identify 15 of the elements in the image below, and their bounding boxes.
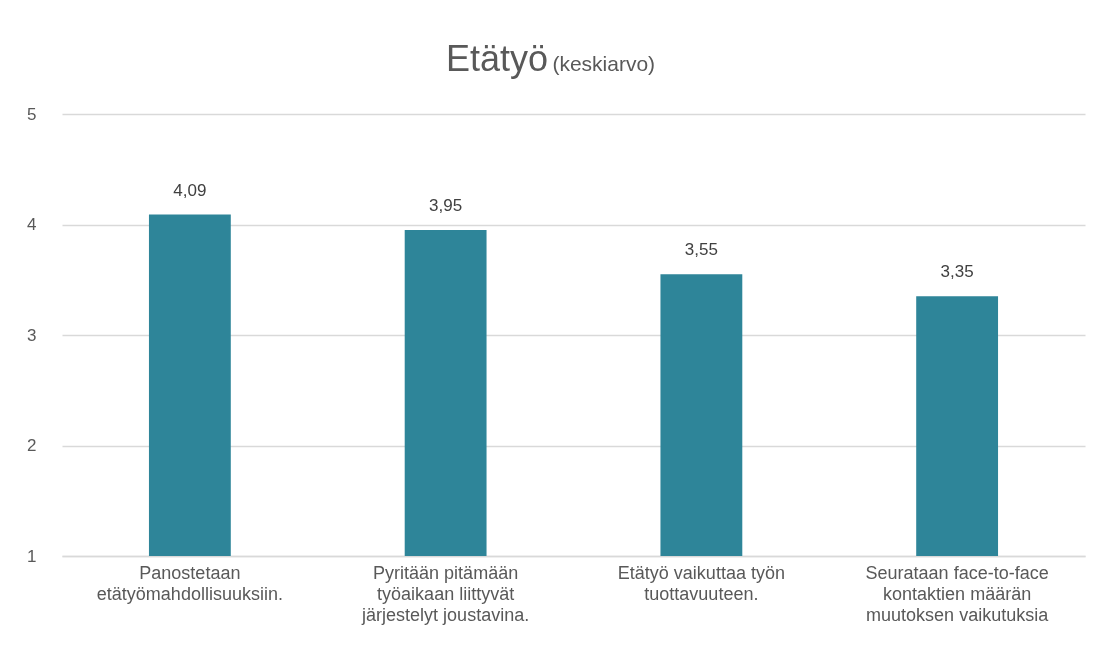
x-tick-label: Panostetaan etätyömahdollisuuksiin.: [96, 562, 283, 604]
x-tick-label: Pyritään pitämään työaikaan liittyvät järjestelyt joustavina.: [361, 562, 530, 625]
y-tick-label: 3: [27, 325, 37, 345]
chart-title: Etätyö: [445, 38, 548, 79]
data-label: 4,09: [173, 180, 207, 200]
data-label: 3,55: [684, 240, 718, 260]
y-tick-label: 4: [27, 215, 37, 234]
data-label: 3,35: [940, 262, 974, 282]
y-tick-label: 2: [27, 436, 37, 455]
x-tick-label: Etätyö vaikuttaa työn tuottavuuteen.: [617, 562, 785, 604]
y-tick-label: 1: [27, 546, 37, 566]
x-tick-label: Seurataan face-to-face kontaktien määrän muutoksen vaikutuksia: [865, 562, 1050, 625]
y-tick-label: 5: [27, 104, 37, 124]
data-label: 3,95: [429, 196, 463, 216]
chart-subtitle: (keskiarvo): [552, 52, 656, 75]
